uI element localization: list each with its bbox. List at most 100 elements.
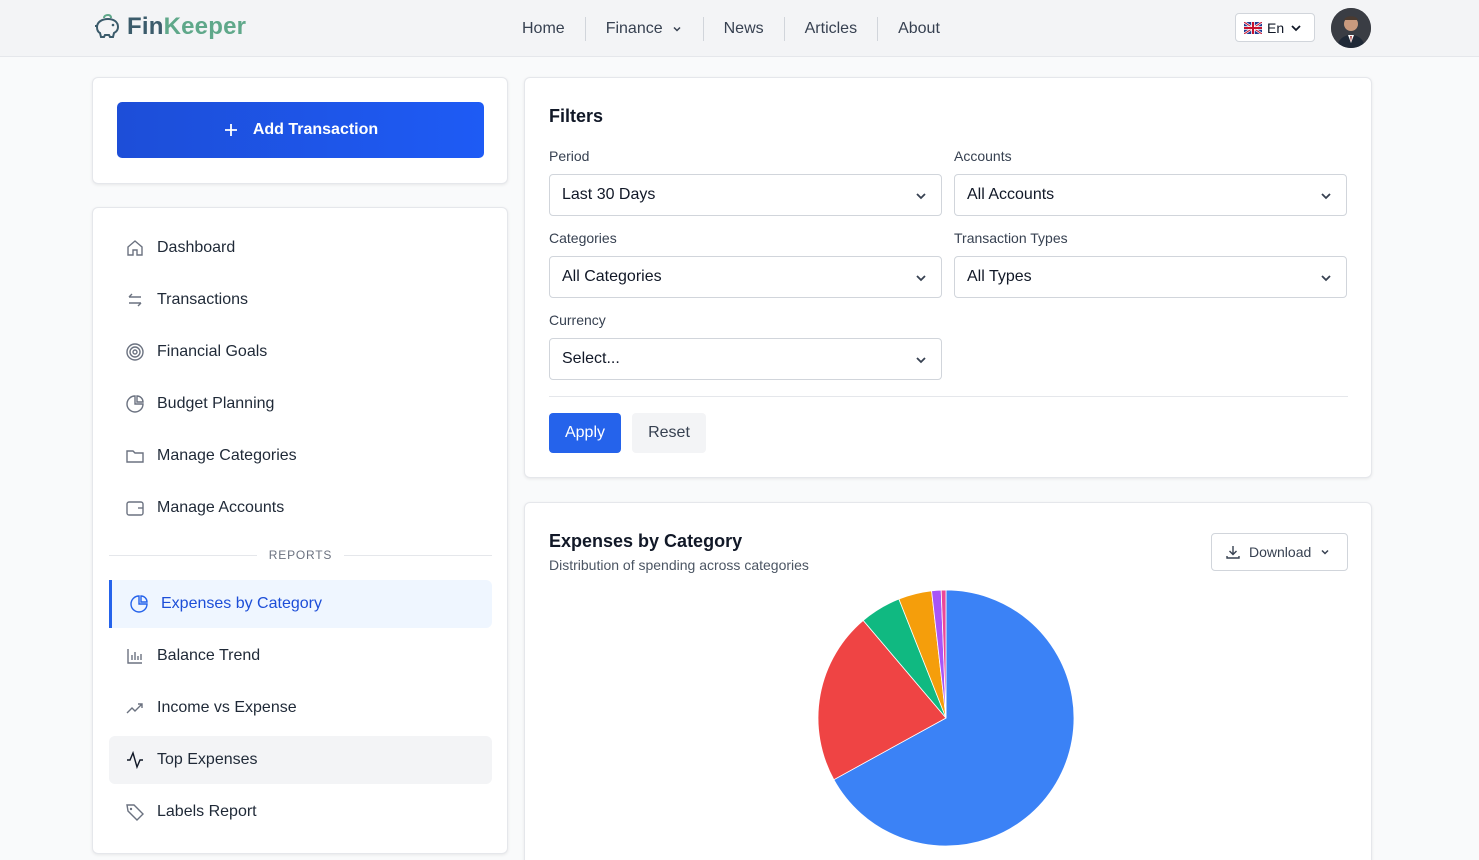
currency-select[interactable]: Select... bbox=[549, 338, 942, 380]
target-icon bbox=[125, 342, 145, 362]
filters-divider bbox=[549, 396, 1348, 397]
nav-home[interactable]: Home bbox=[502, 16, 586, 41]
filters-card: Filters Period Last 30 Days Accounts All… bbox=[524, 77, 1372, 478]
sidebar-item-top-expenses[interactable]: Top Expenses bbox=[109, 736, 492, 784]
folder-icon bbox=[125, 446, 145, 466]
sidebar-item-label: Manage Categories bbox=[157, 447, 297, 464]
pie-slice-2[interactable] bbox=[817, 619, 947, 781]
chevron-down-icon bbox=[1291, 24, 1301, 31]
period-label: Period bbox=[549, 148, 590, 164]
sidebar-item-dashboard[interactable]: Dashboard bbox=[109, 224, 492, 272]
brand-part2: Keeper bbox=[163, 13, 247, 40]
report-title: Expenses by Category bbox=[549, 531, 743, 551]
nav-articles-label: Articles bbox=[804, 19, 858, 37]
add-transaction-label: Add Transaction bbox=[252, 121, 379, 138]
pie-icon bbox=[125, 394, 145, 414]
chevron-down-icon bbox=[916, 275, 926, 282]
trend-icon bbox=[125, 698, 145, 718]
report-subtitle: Distribution of spending across categori… bbox=[549, 557, 809, 573]
nav-finance-label: Finance bbox=[605, 19, 663, 37]
divider-line bbox=[344, 554, 492, 556]
download-label: Download bbox=[1249, 544, 1312, 560]
sidebar-item-label: Transactions bbox=[157, 291, 248, 308]
brand-logo[interactable]: FinKeeper bbox=[91, 11, 246, 43]
add-transaction-button[interactable]: Add Transaction bbox=[117, 102, 484, 158]
categories-value: All Categories bbox=[562, 268, 662, 285]
nav-about-label: About bbox=[898, 19, 940, 37]
expenses-chart-card: Expenses by Category Distribution of spe… bbox=[524, 502, 1372, 860]
main-nav: Home Finance News Articles About bbox=[502, 0, 960, 57]
arrows-icon bbox=[125, 290, 145, 310]
reset-button[interactable]: Reset bbox=[632, 413, 706, 453]
download-icon bbox=[1226, 546, 1240, 559]
sidebar-item-label: Balance Trend bbox=[157, 647, 261, 664]
sidebar: Dashboard Transactions Financial Goals B… bbox=[92, 207, 508, 854]
nav-home-label: Home bbox=[522, 19, 565, 37]
sidebar-item-label: Financial Goals bbox=[157, 343, 268, 360]
chevron-down-icon bbox=[1321, 275, 1331, 282]
reports-section-label: REPORTS bbox=[268, 548, 333, 562]
sidebar-item-income-vs-expense[interactable]: Income vs Expense bbox=[109, 684, 492, 732]
wallet-icon bbox=[125, 498, 145, 518]
sidebar-item-expenses-by-category[interactable]: Expenses by Category bbox=[109, 580, 492, 628]
chevron-down-icon bbox=[673, 26, 681, 32]
pie-slice-1[interactable] bbox=[833, 589, 1075, 847]
categories-select[interactable]: All Categories bbox=[549, 256, 942, 298]
activity-icon bbox=[125, 750, 145, 770]
sidebar-item-label: Expenses by Category bbox=[161, 595, 322, 612]
sidebar-item-labels-report[interactable]: Labels Report bbox=[109, 788, 492, 836]
accounts-select[interactable]: All Accounts bbox=[954, 174, 1347, 216]
transaction-types-label: Transaction Types bbox=[954, 230, 1068, 246]
brand-part1: Fin bbox=[127, 13, 164, 40]
filters-title: Filters bbox=[549, 106, 604, 126]
sidebar-item-label: Labels Report bbox=[157, 803, 257, 820]
download-button[interactable]: Download bbox=[1211, 533, 1348, 571]
nav-news-label: News bbox=[723, 19, 764, 37]
sidebar-item-label: Income vs Expense bbox=[157, 699, 297, 716]
sidebar-item-label: Budget Planning bbox=[157, 395, 275, 412]
sidebar-item-transactions[interactable]: Transactions bbox=[109, 276, 492, 324]
sidebar-item-manage-accounts[interactable]: Manage Accounts bbox=[109, 484, 492, 532]
sidebar-item-label: Dashboard bbox=[157, 239, 236, 256]
reports-divider: REPORTS bbox=[109, 548, 492, 562]
transaction-types-value: All Types bbox=[967, 268, 1032, 285]
tag-icon bbox=[125, 802, 145, 822]
sidebar-item-manage-categories[interactable]: Manage Categories bbox=[109, 432, 492, 480]
home-icon bbox=[125, 238, 145, 258]
top-navbar: FinKeeper Home Finance News Articles Abo… bbox=[0, 0, 1479, 57]
nav-finance[interactable]: Finance bbox=[586, 16, 704, 41]
chevron-down-icon bbox=[1321, 549, 1329, 555]
divider-line bbox=[109, 554, 257, 556]
language-selector[interactable]: En bbox=[1235, 13, 1315, 42]
add-transaction-card: Add Transaction bbox=[92, 77, 508, 184]
user-avatar[interactable] bbox=[1331, 8, 1371, 48]
piggy-bank-icon bbox=[95, 13, 120, 38]
avatar-image bbox=[1331, 8, 1371, 48]
sidebar-item-financial-goals[interactable]: Financial Goals bbox=[109, 328, 492, 376]
currency-value: Select... bbox=[562, 350, 620, 367]
plus-icon bbox=[224, 124, 237, 136]
chevron-down-icon bbox=[1321, 193, 1331, 200]
expenses-pie-chart bbox=[817, 589, 1075, 847]
sidebar-item-balance-trend[interactable]: Balance Trend bbox=[109, 632, 492, 680]
sidebar-item-budget-planning[interactable]: Budget Planning bbox=[109, 380, 492, 428]
sidebar-item-label: Top Expenses bbox=[157, 751, 258, 768]
bar-chart-icon bbox=[125, 646, 145, 666]
brand-name: FinKeeper bbox=[127, 13, 246, 41]
language-label: En bbox=[1267, 19, 1285, 36]
currency-label: Currency bbox=[549, 312, 606, 328]
nav-articles[interactable]: Articles bbox=[785, 16, 879, 41]
categories-label: Categories bbox=[549, 230, 617, 246]
nav-about[interactable]: About bbox=[878, 17, 960, 41]
transaction-types-select[interactable]: All Types bbox=[954, 256, 1347, 298]
uk-flag-icon bbox=[1244, 21, 1262, 34]
accounts-label: Accounts bbox=[954, 148, 1012, 164]
pie-slice-6[interactable] bbox=[940, 589, 947, 719]
sidebar-item-label: Manage Accounts bbox=[157, 499, 285, 516]
period-select[interactable]: Last 30 Days bbox=[549, 174, 942, 216]
period-value: Last 30 Days bbox=[562, 186, 656, 203]
apply-button[interactable]: Apply bbox=[549, 413, 621, 453]
nav-news[interactable]: News bbox=[704, 16, 785, 41]
pie-icon bbox=[129, 594, 149, 614]
chevron-down-icon bbox=[916, 357, 926, 364]
